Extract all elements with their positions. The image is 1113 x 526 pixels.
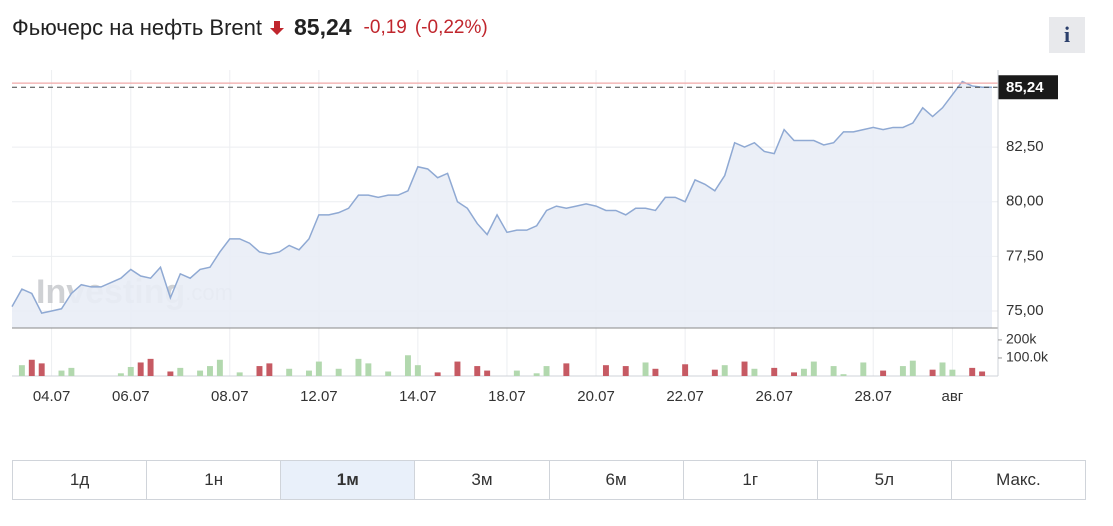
volume-bar [563,363,570,376]
x-tick-label: 26.07 [755,388,793,405]
volume-bar [484,370,491,376]
volume-bar [177,367,184,376]
volume-bar [68,367,75,376]
range-button[interactable]: 5л [818,461,952,499]
price-area [12,81,992,328]
volume-tick-label: 100.0k [1006,349,1049,365]
volume-bar [454,361,461,376]
volume-bar [127,366,134,376]
volume-bar [721,365,728,376]
volume-bar [474,366,481,376]
y-tick-label: 82,50 [1006,138,1044,155]
range-button[interactable]: 3м [415,461,550,499]
down-arrow [269,20,284,35]
volume-bar [167,371,174,376]
volume-bar [622,366,629,376]
volume-bar [28,359,35,376]
last-price-label: 85,24 [1006,79,1044,96]
x-tick-label: 28.07 [854,388,892,405]
volume-bar [404,355,411,376]
change: -0,19 [363,16,407,38]
volume-bar [800,368,807,376]
x-tick-label: 04.07 [33,388,71,405]
volume-bar [207,366,213,376]
volume-bar [266,363,273,376]
volume-bar [256,366,263,376]
volume-bar [286,368,293,376]
volume-bar [385,371,392,376]
title: Фьючерс на нефть Brent [12,14,262,40]
chart: 04.07 06.07 08.07 12.07 14.07 18.07 20.07 22.07… [11,70,1058,405]
change-pct: (-0,22%) [414,16,488,38]
x-tick-label: 22.07 [666,388,704,405]
volume-bar [236,372,243,376]
volume-bar [117,373,124,376]
x-tick-label: 14.07 [399,388,437,405]
x-tick-label: 20.07 [577,388,615,405]
range-buttons: 1д 1н 1м 3м 6м 1г 5л Макс. [12,460,1086,500]
y-tick-label: 77,50 [1006,247,1044,264]
volume-bar [741,361,748,376]
volume-bar [533,373,540,376]
volume-bar [58,370,65,376]
volume-bar [355,358,362,376]
volume-bar [899,366,906,376]
volume-bar [830,366,837,376]
volume-bar [414,365,421,376]
volume-bar [939,362,946,376]
volume-bar [840,374,847,376]
price-line [11,80,992,315]
x-tick-label: 12.07 [300,388,338,405]
volume-bar [543,366,550,376]
volume-bar [513,370,520,376]
volume-bar [682,364,689,376]
x-tick-label: авг [942,388,964,405]
volume-bar [197,370,204,376]
volume-bar [949,369,956,376]
volume-bar [909,360,916,376]
volume-bar [315,361,322,376]
volume-bar [642,362,649,376]
volume-bar [216,359,223,376]
volume-bar [929,369,936,376]
header: Фьючерс на нефть Brent 85,24 -0,19 (-0,2… [12,14,488,41]
range-button[interactable]: 1м [281,461,416,499]
price: 85,24 [293,14,352,40]
range-button[interactable]: 1г [684,461,818,499]
info-button[interactable]: i [1049,17,1085,53]
y-tick-label: 75,00 [1006,302,1044,319]
range-button[interactable]: 1н [147,461,282,499]
volume-bar [652,368,659,376]
range-button[interactable]: 1д [13,461,148,499]
x-tick-label: 08.07 [211,388,249,405]
volume-bar [434,372,441,376]
volume-bar [751,368,758,376]
volume-bar [335,368,342,376]
last-price-box [998,75,1058,100]
volume-bar [306,370,312,376]
range-button[interactable]: Макс. [996,470,1041,489]
volume-bar [711,369,718,376]
volume-bar [147,358,154,376]
volume-bar [18,365,25,376]
x-tick-label: 18.07 [488,388,526,405]
volume-bar [771,367,778,376]
volume-bar [979,371,986,376]
volume-bar [38,363,45,376]
volume-bar [969,367,976,376]
x-tick-label: 06.07 [112,388,150,405]
volume-bar [880,370,887,376]
volume-bar [365,363,372,376]
volume-tick-label: 200k [1006,331,1037,347]
volume-bar [137,362,144,376]
volume-bar [602,365,609,376]
y-tick-label: 80,00 [1006,193,1044,210]
volume-bar [791,372,797,376]
volume-bar [810,361,817,376]
range-button[interactable]: 6м [550,461,684,499]
volume-bar [860,362,867,376]
